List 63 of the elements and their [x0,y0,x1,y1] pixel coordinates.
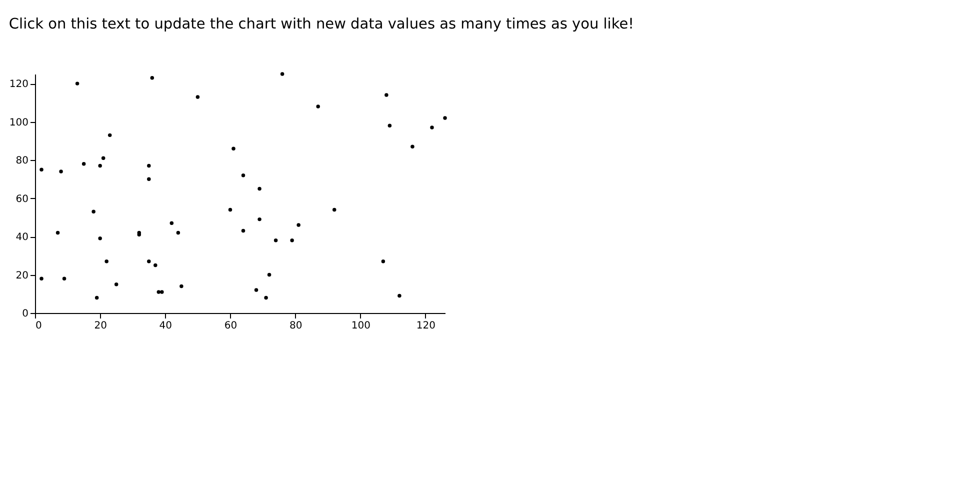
point [264,296,268,300]
point [56,230,60,235]
x-tick-label: 40 [159,320,172,332]
x-tick-label: 60 [224,320,238,332]
point [241,173,246,178]
y-tick-label: 80 [16,156,28,167]
y-tick-label: 120 [9,79,28,90]
y-tick-label: 60 [16,194,28,205]
point [241,228,246,233]
point [267,272,272,277]
point [381,260,386,264]
point [410,144,414,149]
point [258,186,262,191]
x-tick-label: 100 [351,320,370,332]
x-tick-label: 20 [94,320,107,332]
point [75,82,80,86]
point [332,208,336,212]
point [384,93,388,97]
point [114,282,118,286]
point [398,294,402,298]
point [196,95,200,99]
point [160,290,164,294]
point [82,162,86,166]
y-tick-label: 0 [22,308,28,320]
point [98,236,102,240]
point [443,116,447,120]
point [156,290,161,294]
point [101,156,106,160]
point [170,221,174,226]
y-tick-label: 100 [9,117,28,128]
point [108,133,112,138]
point [274,238,278,242]
point [296,223,300,227]
point [147,164,151,168]
point [147,177,151,182]
point [104,260,108,264]
point [290,238,294,242]
point [150,76,154,80]
point [180,284,184,288]
point [176,230,180,235]
point [40,168,44,172]
point [40,276,44,280]
point [254,288,258,292]
point [92,210,96,214]
point [62,276,66,280]
point [388,124,392,128]
point [258,217,262,222]
x-tick-label: 120 [416,320,436,332]
point [430,126,434,130]
point [94,296,99,300]
point [154,263,158,268]
y-tick-label: 40 [16,232,28,244]
point [316,104,320,108]
point [232,146,236,150]
point [228,208,232,212]
chart-title: Click on this text to update the chart with new data values as many times as you like! [8,16,634,33]
point [59,170,63,174]
point [98,164,102,168]
x-tick-label: 80 [289,320,302,332]
y-tick-label: 20 [16,270,28,282]
point [280,72,284,76]
x-tick-label: 0 [36,320,42,332]
point [147,260,151,264]
